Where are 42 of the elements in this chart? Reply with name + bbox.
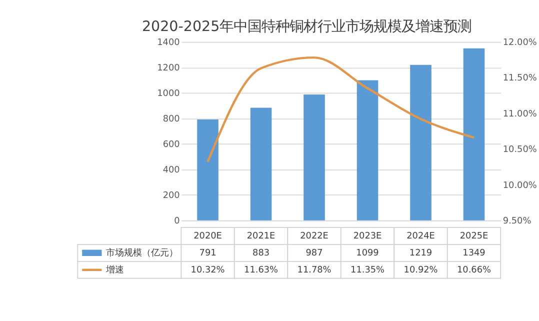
y2-tick-label: 10.00% xyxy=(502,180,537,191)
x-tick-label: 2020E xyxy=(194,232,222,242)
bar xyxy=(250,108,272,220)
legend-label: 增速 xyxy=(105,264,124,276)
y2-tick-label: 11.50% xyxy=(502,74,537,84)
data-label: 10.92% xyxy=(404,266,438,276)
x-tick-label: 2025E xyxy=(460,232,489,242)
x-tick-label: 2023E xyxy=(353,232,382,242)
y2-tick-label: 11.00% xyxy=(502,109,537,120)
data-label: 1349 xyxy=(462,248,486,259)
data-label: 11.63% xyxy=(244,266,278,276)
bar xyxy=(463,48,485,220)
y2-tick-label: 9.50% xyxy=(502,216,532,226)
y-tick-label: 800 xyxy=(162,114,180,124)
x-tick-label: 2024E xyxy=(406,232,436,242)
data-label: 1219 xyxy=(409,248,432,259)
data-label: 791 xyxy=(199,248,216,259)
data-label: 10.32% xyxy=(190,266,225,276)
y-tick-label: 200 xyxy=(162,190,180,201)
legend-label: 市场规模（亿元） xyxy=(106,248,178,259)
y2-tick-label: 12.00% xyxy=(502,38,537,48)
line-series xyxy=(206,56,476,163)
data-label: 987 xyxy=(306,248,323,259)
chart-title: 2020-2025年中国特种铜材行业市场规模及增速预测 xyxy=(142,19,472,36)
x-tick-label: 2021E xyxy=(246,232,276,242)
data-label: 10.66% xyxy=(457,266,491,276)
y2-tick-label: 10.50% xyxy=(502,145,537,156)
data-label: 883 xyxy=(252,248,270,259)
data-label: 11.78% xyxy=(297,266,332,276)
bar xyxy=(304,94,325,220)
bar xyxy=(356,80,378,220)
y-tick-label: 600 xyxy=(162,140,180,150)
data-label: 1099 xyxy=(356,248,380,259)
y-tick-label: 0 xyxy=(174,216,180,226)
y-tick-label: 1000 xyxy=(157,88,180,99)
data-label: 11.35% xyxy=(350,266,384,276)
y-tick-label: 1200 xyxy=(157,63,180,74)
bar xyxy=(197,120,218,220)
x-tick-label: 2022E xyxy=(300,232,329,242)
y-tick-label: 400 xyxy=(162,165,180,176)
y-tick-label: 1400 xyxy=(157,38,180,48)
bar xyxy=(410,64,432,220)
